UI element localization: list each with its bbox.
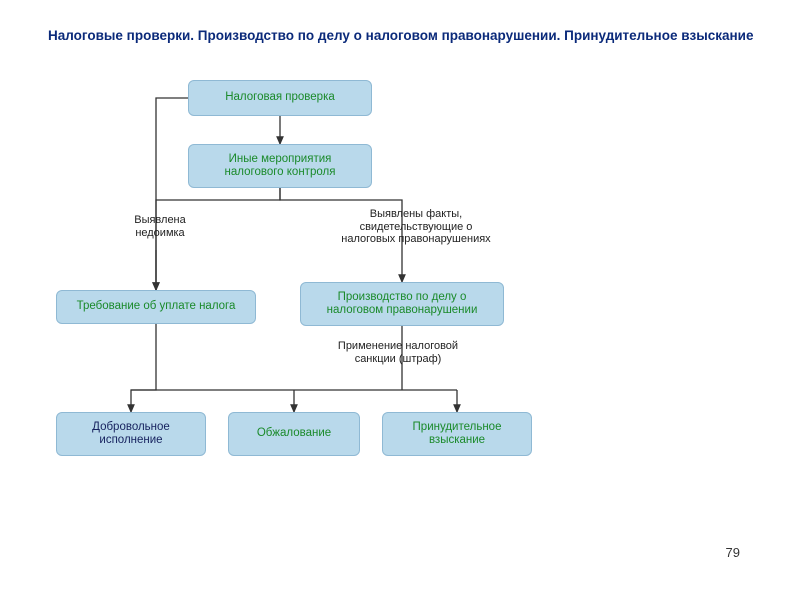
flowchart-node: Иные мероприятия налогового контроля [188, 144, 372, 188]
flowchart-edge [156, 98, 188, 290]
flowchart-node: Принудительное взыскание [382, 412, 532, 456]
flowchart-node: Производство по делу о налоговом правона… [300, 282, 504, 326]
page-title: Налоговые проверки. Производство по делу… [48, 28, 754, 43]
page-number: 79 [726, 545, 740, 560]
flowchart-node: Обжалование [228, 412, 360, 456]
flowchart-label: Выявлена недоимка [100, 214, 220, 239]
flowchart-node: Налоговая проверка [188, 80, 372, 116]
flowchart-node: Добровольное исполнение [56, 412, 206, 456]
flowchart-node: Требование об уплате налога [56, 290, 256, 324]
flowchart-label: Выявлены факты, свидетельствующие о нало… [316, 208, 516, 246]
flowchart-edge [131, 324, 156, 412]
flowchart-label: Применение налоговой санкции (штраф) [298, 340, 498, 365]
diagram-canvas: Налоговые проверки. Производство по делу… [0, 0, 800, 600]
